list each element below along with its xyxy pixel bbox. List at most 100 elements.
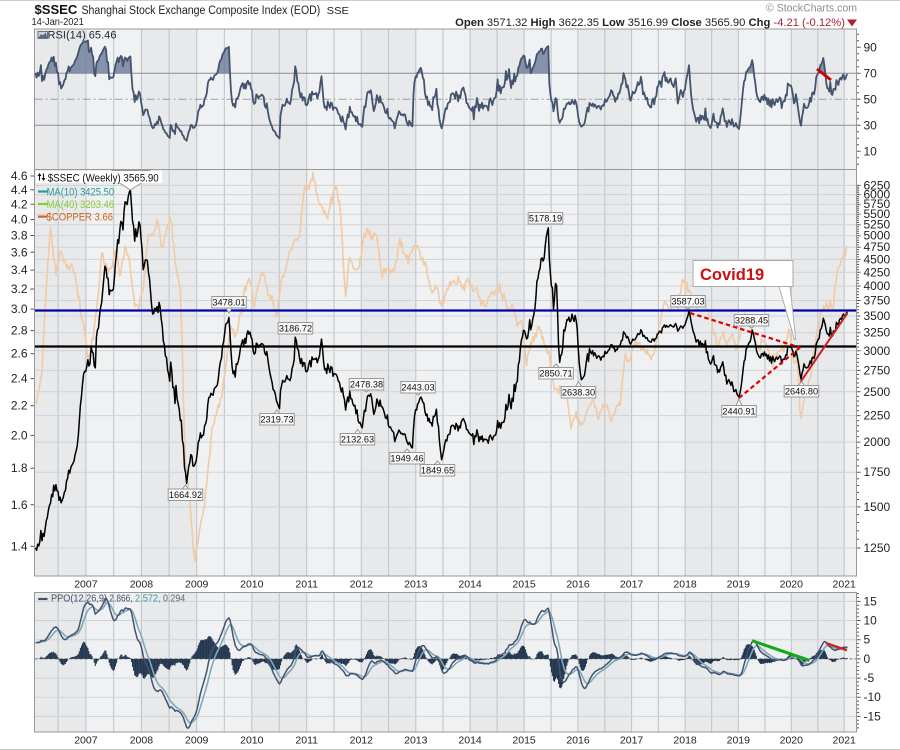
svg-text:3.8: 3.8 bbox=[11, 229, 28, 243]
svg-text:2016: 2016 bbox=[566, 735, 590, 747]
svg-text:2020: 2020 bbox=[780, 735, 804, 747]
svg-text:1500: 1500 bbox=[864, 500, 891, 514]
svg-text:1250: 1250 bbox=[864, 541, 891, 555]
svg-text:2000: 2000 bbox=[864, 435, 891, 449]
svg-text:5500: 5500 bbox=[864, 207, 891, 221]
svg-text:2.2: 2.2 bbox=[11, 399, 28, 413]
svg-text:2021: 2021 bbox=[833, 579, 857, 591]
svg-text:-10: -10 bbox=[864, 690, 882, 704]
svg-text:0.294: 0.294 bbox=[163, 593, 185, 605]
svg-text:6250: 6250 bbox=[864, 178, 891, 192]
svg-text:2007: 2007 bbox=[74, 735, 98, 747]
svg-text:0: 0 bbox=[864, 652, 871, 666]
svg-text:90: 90 bbox=[864, 40, 878, 54]
svg-text:5250: 5250 bbox=[864, 218, 891, 232]
svg-text:1849.65: 1849.65 bbox=[421, 466, 454, 476]
svg-text:2.4: 2.4 bbox=[11, 372, 28, 386]
svg-text:3000: 3000 bbox=[864, 344, 891, 358]
svg-text:Shanghai Stock Exchange Compos: Shanghai Stock Exchange Composite Index … bbox=[82, 5, 321, 17]
svg-text:4250: 4250 bbox=[864, 265, 891, 279]
svg-text:2013: 2013 bbox=[404, 579, 428, 591]
svg-text:2750: 2750 bbox=[864, 363, 891, 377]
svg-text:2013: 2013 bbox=[404, 735, 428, 747]
svg-text:MA(10) 3425.50: MA(10) 3425.50 bbox=[47, 186, 115, 198]
svg-text:2010: 2010 bbox=[240, 735, 264, 747]
svg-text:1750: 1750 bbox=[864, 465, 891, 479]
svg-text:4.0: 4.0 bbox=[11, 213, 28, 227]
svg-text:30: 30 bbox=[864, 118, 878, 132]
svg-text:2017: 2017 bbox=[620, 735, 644, 747]
svg-text:2250: 2250 bbox=[864, 409, 891, 423]
svg-text:2020: 2020 bbox=[780, 579, 804, 591]
svg-text:-5: -5 bbox=[864, 671, 875, 685]
svg-text:2015: 2015 bbox=[512, 579, 536, 591]
svg-text:2478.38: 2478.38 bbox=[350, 380, 383, 390]
svg-text:5750: 5750 bbox=[864, 197, 891, 211]
svg-text:5178.19: 5178.19 bbox=[529, 214, 562, 224]
svg-text:1949.46: 1949.46 bbox=[390, 454, 423, 464]
svg-text:50: 50 bbox=[864, 92, 878, 106]
svg-text:$SSEC: $SSEC bbox=[35, 2, 78, 17]
svg-text:4000: 4000 bbox=[864, 279, 891, 293]
svg-text:70: 70 bbox=[864, 66, 878, 80]
svg-text:2012: 2012 bbox=[350, 735, 374, 747]
svg-text:RSI(14) 65.46: RSI(14) 65.46 bbox=[48, 30, 117, 42]
svg-text:3.0: 3.0 bbox=[11, 302, 28, 316]
svg-text:14-Jan-2021: 14-Jan-2021 bbox=[32, 16, 84, 28]
svg-text:2.8: 2.8 bbox=[11, 324, 28, 338]
svg-text:© StockCharts.com: © StockCharts.com bbox=[766, 3, 857, 15]
svg-text:3.4: 3.4 bbox=[11, 263, 28, 277]
svg-text:2500: 2500 bbox=[864, 385, 891, 399]
svg-text:2012: 2012 bbox=[350, 579, 374, 591]
svg-text:2.572,: 2.572, bbox=[135, 593, 161, 605]
svg-text:2440.91: 2440.91 bbox=[722, 407, 755, 417]
svg-text:2.866,: 2.866, bbox=[109, 593, 132, 605]
svg-text:3587.03: 3587.03 bbox=[671, 297, 704, 307]
svg-text:2638.30: 2638.30 bbox=[562, 388, 595, 398]
svg-text:$SSEC (Weekly) 3565.90: $SSEC (Weekly) 3565.90 bbox=[48, 173, 159, 185]
svg-text:3500: 3500 bbox=[864, 309, 891, 323]
svg-text:2021: 2021 bbox=[833, 735, 857, 747]
svg-text:MA(40) 3203.46: MA(40) 3203.46 bbox=[47, 199, 115, 211]
svg-text:2008: 2008 bbox=[130, 579, 154, 591]
svg-text:1664.92: 1664.92 bbox=[169, 490, 202, 500]
svg-text:-15: -15 bbox=[864, 709, 882, 723]
svg-text:SSE: SSE bbox=[327, 6, 350, 17]
svg-text:2009: 2009 bbox=[185, 735, 209, 747]
svg-text:15: 15 bbox=[864, 594, 878, 608]
svg-text:Covid19: Covid19 bbox=[700, 266, 764, 284]
svg-text:3.2: 3.2 bbox=[11, 282, 28, 296]
svg-text:4750: 4750 bbox=[864, 240, 891, 254]
svg-text:2008: 2008 bbox=[130, 735, 154, 747]
svg-text:3186.72: 3186.72 bbox=[279, 324, 312, 334]
svg-text:3478.01: 3478.01 bbox=[212, 298, 245, 308]
svg-text:PPO(12,26,9): PPO(12,26,9) bbox=[51, 593, 107, 605]
svg-text:4500: 4500 bbox=[864, 252, 891, 266]
svg-text:4.4: 4.4 bbox=[11, 183, 28, 197]
svg-text:3750: 3750 bbox=[864, 294, 891, 308]
svg-text:2443.03: 2443.03 bbox=[401, 383, 434, 393]
svg-text:1.8: 1.8 bbox=[11, 461, 28, 475]
svg-text:2019: 2019 bbox=[727, 735, 751, 747]
svg-text:2132.63: 2132.63 bbox=[341, 435, 374, 445]
svg-text:2007: 2007 bbox=[74, 579, 98, 591]
svg-text:1.4: 1.4 bbox=[11, 539, 28, 553]
svg-text:3250: 3250 bbox=[864, 326, 891, 340]
svg-text:2015: 2015 bbox=[512, 735, 536, 747]
svg-text:5: 5 bbox=[864, 633, 871, 647]
svg-text:2646.80: 2646.80 bbox=[785, 387, 818, 397]
svg-text:2018: 2018 bbox=[673, 735, 697, 747]
svg-text:5000: 5000 bbox=[864, 229, 891, 243]
svg-text:3.6: 3.6 bbox=[11, 245, 28, 259]
svg-text:1.6: 1.6 bbox=[11, 498, 28, 512]
svg-text:2017: 2017 bbox=[620, 579, 644, 591]
svg-text:2010: 2010 bbox=[240, 579, 264, 591]
svg-text:2850.71: 2850.71 bbox=[539, 369, 572, 379]
svg-text:Open 3571.32 High 3622.35 Low: Open 3571.32 High 3622.35 Low 3516.99 Cl… bbox=[455, 17, 845, 29]
svg-text:2018: 2018 bbox=[673, 579, 697, 591]
svg-text:2319.73: 2319.73 bbox=[260, 415, 293, 425]
svg-text:2.6: 2.6 bbox=[11, 347, 28, 361]
svg-text:10: 10 bbox=[864, 144, 878, 158]
svg-text:2016: 2016 bbox=[566, 579, 590, 591]
svg-text:4.2: 4.2 bbox=[11, 197, 28, 211]
